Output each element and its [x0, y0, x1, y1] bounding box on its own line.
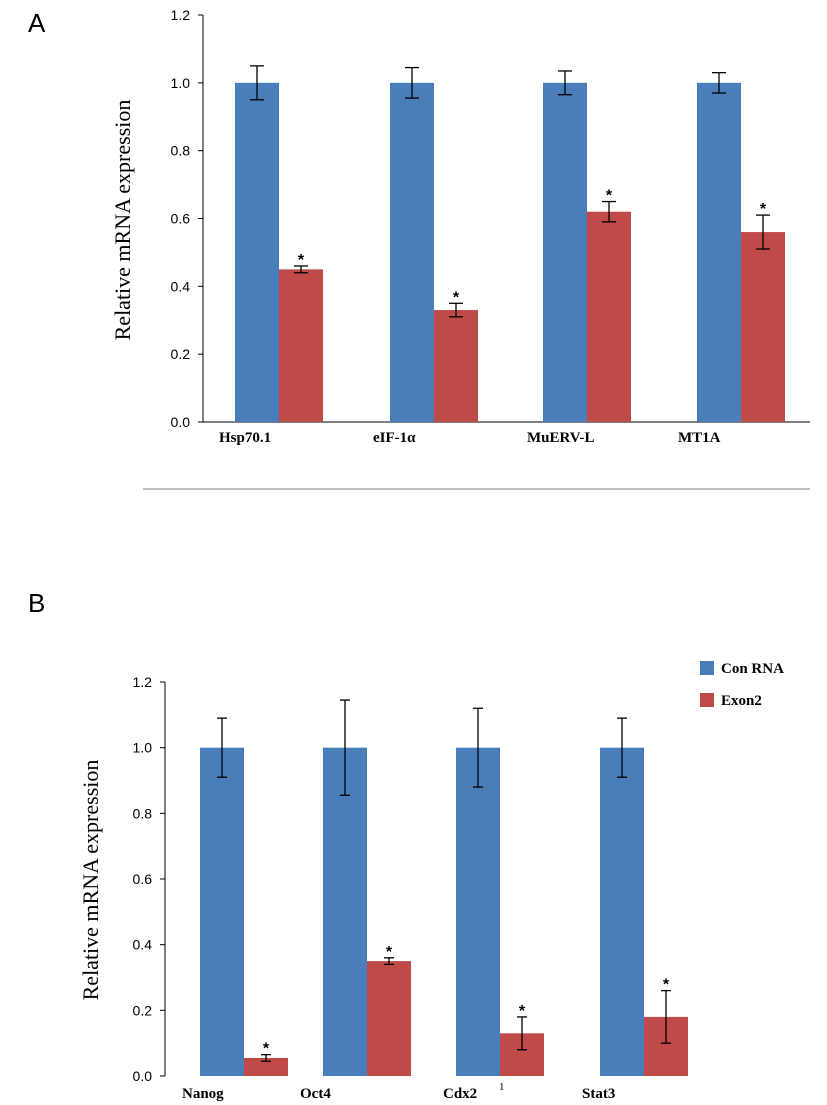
- bar-exon2: [587, 211, 631, 422]
- bar-con-rna: [543, 82, 587, 422]
- significance-marker: *: [263, 1041, 270, 1058]
- y-tick-label: 1.0: [133, 740, 153, 756]
- bar-exon2: [244, 1057, 288, 1076]
- y-tick-label: 0.0: [171, 414, 191, 430]
- chart-panel-b: 0.0 0.2 0.4 0.6 0.8 1.0 1.2 Relative mRNA expre…: [78, 661, 784, 1102]
- significance-marker: *: [386, 944, 393, 961]
- legend-swatch: [700, 693, 714, 707]
- bar-con-rna: [235, 82, 279, 422]
- bar-con-rna: [390, 82, 434, 422]
- panel-a-label: A: [28, 8, 46, 38]
- bar-con-rna: [600, 747, 644, 1076]
- bar-con-rna: [697, 82, 741, 422]
- significance-marker: *: [453, 289, 460, 306]
- bar-exon2: [279, 269, 323, 422]
- bar-con-rna: [323, 747, 367, 1076]
- legend-swatch: [700, 661, 714, 675]
- significance-marker: *: [298, 252, 305, 269]
- y-axis-title: Relative mRNA expression: [110, 100, 135, 341]
- y-tick-label: 0.2: [133, 1002, 153, 1018]
- significance-marker: *: [760, 201, 767, 218]
- y-tick-label: 0.6: [133, 871, 153, 887]
- y-tick-label: 0.8: [133, 805, 153, 821]
- y-tick-label: 1.2: [171, 7, 191, 23]
- bar-exon2: [741, 232, 785, 422]
- y-tick-label: 0.2: [171, 346, 191, 362]
- x-category-label: Oct4: [300, 1086, 331, 1102]
- bar-con-rna: [200, 747, 244, 1076]
- bar-exon2: [367, 961, 411, 1076]
- x-category-label: Hsp70.1: [219, 430, 271, 446]
- bar-exon2: [434, 310, 478, 422]
- x-category-label: eIF-1α: [373, 430, 416, 446]
- y-axis-title: Relative mRNA expression: [78, 760, 103, 1001]
- y-tick-label: 0.0: [133, 1068, 153, 1084]
- chart-panel-a: 0.0 0.2 0.4 0.6 0.8 1.0 1.2 Relative mRNA expre…: [110, 7, 810, 446]
- significance-marker: *: [606, 188, 613, 205]
- x-category-label: Stat3: [582, 1086, 615, 1102]
- significance-marker: *: [663, 977, 670, 994]
- y-tick-label: 1.2: [133, 674, 153, 690]
- y-tick-label: 0.8: [171, 143, 191, 159]
- panel-b-label: B: [28, 588, 45, 618]
- x-category-label: Cdx2: [443, 1086, 477, 1102]
- legend-label: Con RNA: [721, 661, 784, 677]
- bar-con-rna: [456, 747, 500, 1076]
- x-category-label: Nanog: [182, 1086, 224, 1102]
- legend-label: Exon2: [721, 693, 762, 709]
- y-tick-label: 1.0: [171, 75, 191, 91]
- x-category-label: MT1A: [678, 430, 721, 446]
- y-tick-label: 0.4: [171, 278, 191, 294]
- y-tick-label: 0.4: [133, 937, 153, 953]
- y-tick-label: 0.6: [171, 211, 191, 227]
- x-category-label: MuERV-L: [527, 430, 595, 446]
- significance-marker: *: [519, 1003, 526, 1020]
- category-note: 1: [499, 1081, 505, 1093]
